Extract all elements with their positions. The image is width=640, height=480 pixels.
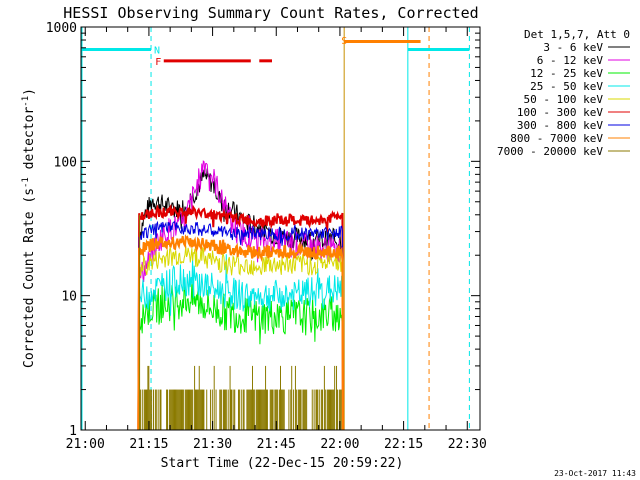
x-tick-label: 22:15 bbox=[384, 437, 423, 452]
annotation-label: S bbox=[341, 36, 347, 47]
legend-label: 25 - 50 keV bbox=[530, 80, 603, 93]
y-tick-label: 1 bbox=[69, 424, 77, 439]
series-line bbox=[137, 203, 344, 430]
legend-label: 100 - 300 keV bbox=[517, 106, 603, 119]
vertical-markers bbox=[81, 27, 470, 430]
y-axis-label-end: ) bbox=[22, 88, 37, 96]
legend-label: 50 - 100 keV bbox=[524, 93, 604, 106]
annotations: NF S bbox=[154, 36, 347, 68]
y-axis-label-main: Corrected Count Rate (s bbox=[22, 188, 37, 368]
legend-label: 6 - 12 keV bbox=[537, 54, 604, 67]
series-line bbox=[137, 245, 344, 430]
legend-label: 800 - 7000 keV bbox=[510, 132, 603, 145]
x-axis: 21:00 21:15 21:30 21:45 22:00 22:15 22:30 bbox=[66, 27, 487, 452]
series-layer bbox=[137, 160, 344, 430]
annotation-label: F bbox=[155, 57, 161, 68]
y-axis-label-mid: detector bbox=[22, 107, 37, 178]
y-tick-label: 1000 bbox=[46, 21, 77, 36]
chart-title: HESSI Observing Summary Count Rates, Cor… bbox=[63, 4, 478, 22]
series-line bbox=[139, 214, 342, 430]
y-tick-label: 100 bbox=[54, 155, 77, 170]
y-axis: 1 10 100 1000 bbox=[46, 21, 480, 439]
y-axis-label-sup1: -1 bbox=[21, 177, 31, 188]
series-line bbox=[137, 254, 344, 430]
y-axis-label-sup2: -1 bbox=[21, 96, 31, 107]
legend-label: 12 - 25 keV bbox=[530, 67, 603, 80]
series-line bbox=[137, 234, 344, 430]
y-tick-label: 10 bbox=[61, 290, 77, 305]
x-tick-label: 21:45 bbox=[257, 437, 296, 452]
state-bars bbox=[81, 39, 470, 63]
x-tick-label: 22:00 bbox=[320, 437, 359, 452]
x-tick-label: 21:30 bbox=[193, 437, 232, 452]
x-axis-label: Start Time (22-Dec-15 20:59:22) bbox=[161, 456, 404, 471]
legend-label: 7000 - 20000 keV bbox=[497, 145, 603, 158]
y-axis-label: Corrected Count Rate (s-1 detector-1) bbox=[21, 88, 37, 368]
footer-date: 23-Oct-2017 11:43 bbox=[554, 469, 636, 478]
legend-label: 300 - 800 keV bbox=[517, 119, 603, 132]
annotation-label: N bbox=[154, 45, 160, 56]
x-tick-label: 21:15 bbox=[129, 437, 168, 452]
series-line bbox=[137, 220, 344, 430]
legend-label: 3 - 6 keV bbox=[543, 41, 603, 54]
x-tick-label: 22:30 bbox=[448, 437, 487, 452]
legend-header: Det 1,5,7, Att 0 bbox=[524, 28, 630, 41]
x-tick-label: 21:00 bbox=[66, 437, 105, 452]
plot-frame bbox=[80, 26, 481, 431]
